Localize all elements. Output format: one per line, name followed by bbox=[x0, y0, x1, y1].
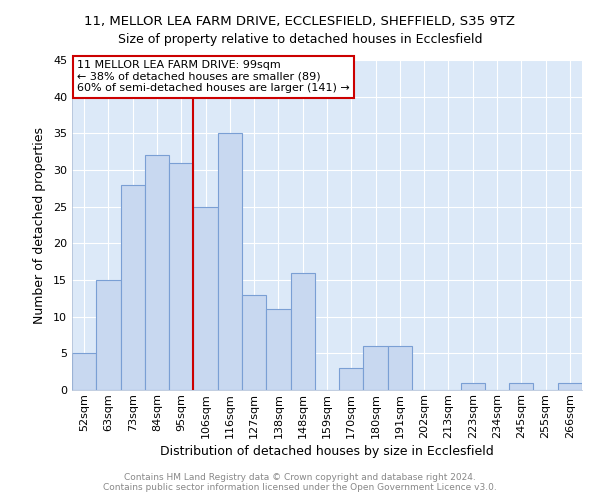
Bar bbox=[242, 294, 266, 390]
Text: 11 MELLOR LEA FARM DRIVE: 99sqm
← 38% of detached houses are smaller (89)
60% of: 11 MELLOR LEA FARM DRIVE: 99sqm ← 38% of… bbox=[77, 60, 350, 93]
Bar bbox=[266, 310, 290, 390]
Text: Size of property relative to detached houses in Ecclesfield: Size of property relative to detached ho… bbox=[118, 32, 482, 46]
Y-axis label: Number of detached properties: Number of detached properties bbox=[33, 126, 46, 324]
Bar bbox=[461, 382, 485, 390]
Bar bbox=[96, 280, 121, 390]
Bar bbox=[509, 382, 533, 390]
Text: 11, MELLOR LEA FARM DRIVE, ECCLESFIELD, SHEFFIELD, S35 9TZ: 11, MELLOR LEA FARM DRIVE, ECCLESFIELD, … bbox=[85, 15, 515, 28]
Bar bbox=[558, 382, 582, 390]
Bar bbox=[145, 156, 169, 390]
Bar bbox=[72, 354, 96, 390]
Bar bbox=[364, 346, 388, 390]
Text: Contains HM Land Registry data © Crown copyright and database right 2024.
Contai: Contains HM Land Registry data © Crown c… bbox=[103, 473, 497, 492]
Bar bbox=[121, 184, 145, 390]
X-axis label: Distribution of detached houses by size in Ecclesfield: Distribution of detached houses by size … bbox=[160, 444, 494, 458]
Bar bbox=[339, 368, 364, 390]
Bar bbox=[218, 134, 242, 390]
Bar bbox=[290, 272, 315, 390]
Bar bbox=[169, 162, 193, 390]
Bar bbox=[388, 346, 412, 390]
Bar bbox=[193, 206, 218, 390]
